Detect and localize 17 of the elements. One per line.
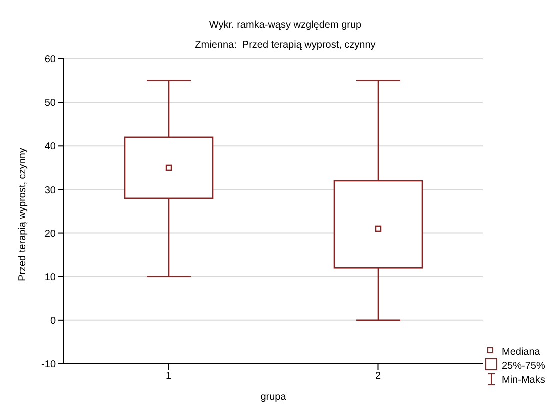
x-tick-label: 2: [375, 371, 382, 382]
text: Mediana: [502, 347, 541, 358]
y-tick-label: 50: [44, 98, 56, 110]
y-tick-label: 10: [44, 272, 56, 284]
y-tick-label: -10: [42, 360, 56, 371]
y-tick-label: 60: [44, 54, 56, 66]
chart-title: Wykr. ramka-wąsy względem grup: [208, 20, 363, 31]
chart-subtitle: Zmienna: Przed terapią wyprost, czynny: [194, 40, 377, 51]
text: 25%-75%: [502, 361, 546, 372]
y-tick-label: 30: [44, 185, 56, 196]
y-tick-label: 40: [44, 142, 56, 153]
y-axis-title: Przed terapią wyprost, czynny: [18, 148, 29, 282]
y-tick-label: 0: [50, 316, 56, 327]
x-axis-title: grupa: [260, 392, 287, 403]
y-tick-label: 20: [44, 228, 56, 240]
text: Min-Maks: [502, 375, 546, 386]
x-tick-label: 1: [166, 371, 172, 382]
